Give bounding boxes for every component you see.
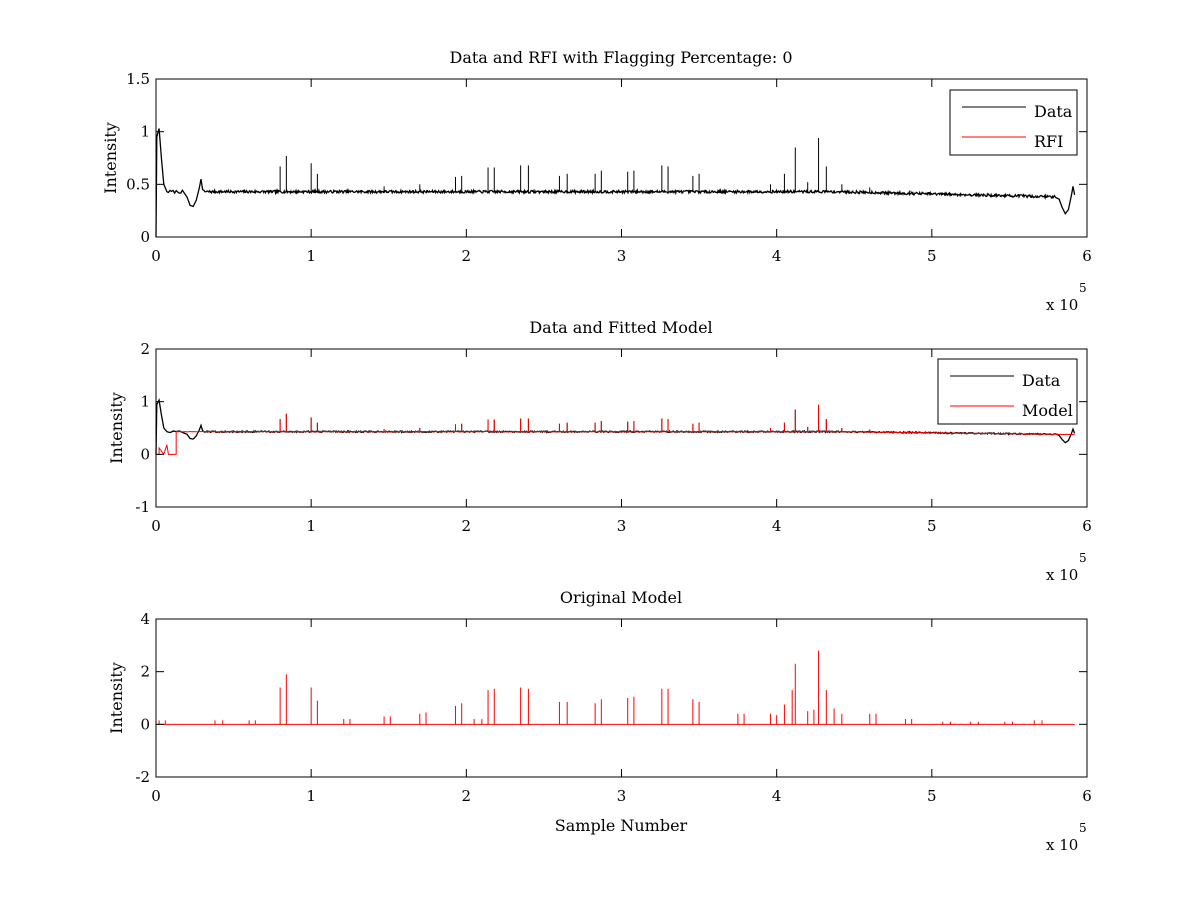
legend-label-data: Data bbox=[1022, 371, 1061, 390]
legend: Data RFI bbox=[949, 89, 1078, 156]
y-tick-label: 0 bbox=[140, 715, 150, 733]
x-tick-label: 2 bbox=[462, 787, 472, 805]
y-tick-label: -2 bbox=[135, 768, 150, 786]
x-tick-label: 5 bbox=[927, 787, 937, 805]
x-tick-label: 6 bbox=[1082, 787, 1092, 805]
y-tick-label: 1 bbox=[140, 393, 150, 411]
y-tick-label: 0 bbox=[140, 445, 150, 463]
x-tick-label: 4 bbox=[772, 517, 782, 535]
x-tick-label: 3 bbox=[617, 517, 627, 535]
series-line-model bbox=[156, 430, 1075, 456]
y-tick-label: 0.5 bbox=[126, 175, 150, 193]
x-tick-label: 4 bbox=[772, 247, 782, 265]
x-tick-label: 3 bbox=[617, 247, 627, 265]
x-multiplier-exponent: 5 bbox=[1079, 281, 1087, 295]
x-tick-label: 3 bbox=[617, 787, 627, 805]
legend: Data Model bbox=[937, 358, 1078, 425]
panel-fitted-model: Data and Fitted Model Intensity 0 1 2 3 4 5 6 -… bbox=[107, 318, 1092, 584]
x-axis-label: Sample Number bbox=[555, 816, 688, 835]
y-tick-label: 0 bbox=[140, 228, 150, 246]
plot-series bbox=[156, 650, 1075, 725]
y-axis-label: Intensity bbox=[107, 662, 126, 734]
y-tick-label: 2 bbox=[140, 663, 150, 681]
y-tick-label: 4 bbox=[140, 610, 150, 628]
axis-ticks: 0 1 2 3 4 5 6 0 0.5 1 1.5 bbox=[126, 70, 1092, 265]
legend-box bbox=[949, 89, 1078, 156]
y-axis-label: Intensity bbox=[107, 392, 126, 464]
panel-title: Original Model bbox=[560, 588, 682, 607]
x-tick-label: 4 bbox=[772, 787, 782, 805]
x-tick-label: 6 bbox=[1082, 247, 1092, 265]
y-axis-label: Intensity bbox=[101, 122, 120, 194]
x-tick-label: 6 bbox=[1082, 517, 1092, 535]
x-multiplier: x 10 bbox=[1046, 566, 1078, 584]
x-tick-label: 0 bbox=[151, 247, 161, 265]
y-tick-label: -1 bbox=[135, 498, 150, 516]
legend-label-model: Model bbox=[1022, 401, 1073, 420]
x-tick-label: 5 bbox=[927, 247, 937, 265]
x-tick-label: 2 bbox=[462, 247, 472, 265]
x-tick-label: 2 bbox=[462, 517, 472, 535]
legend-label-rfi: RFI bbox=[1034, 132, 1063, 151]
x-multiplier: x 10 bbox=[1046, 296, 1078, 314]
panel-title: Data and RFI with Flagging Percentage: 0 bbox=[449, 48, 792, 67]
plot-series bbox=[155, 398, 1076, 456]
x-multiplier-exponent: 5 bbox=[1079, 821, 1087, 835]
x-tick-label: 1 bbox=[306, 517, 316, 535]
x-tick-label: 0 bbox=[151, 517, 161, 535]
x-tick-label: 1 bbox=[306, 787, 316, 805]
x-tick-label: 1 bbox=[306, 247, 316, 265]
panel-title: Data and Fitted Model bbox=[529, 318, 712, 337]
x-multiplier: x 10 bbox=[1046, 836, 1078, 854]
x-tick-label: 5 bbox=[927, 517, 937, 535]
y-tick-label: 1.5 bbox=[126, 70, 150, 88]
x-multiplier-exponent: 5 bbox=[1079, 551, 1087, 565]
y-tick-label: 1 bbox=[140, 123, 150, 141]
legend-label-data: Data bbox=[1034, 102, 1073, 121]
series-line-data bbox=[155, 128, 1076, 238]
y-tick-label: 2 bbox=[140, 340, 150, 358]
panel-rfi-flagging: Data and RFI with Flagging Percentage: 0… bbox=[101, 48, 1092, 314]
x-tick-label: 0 bbox=[151, 787, 161, 805]
legend-box bbox=[937, 358, 1078, 425]
plot-series bbox=[155, 128, 1076, 238]
